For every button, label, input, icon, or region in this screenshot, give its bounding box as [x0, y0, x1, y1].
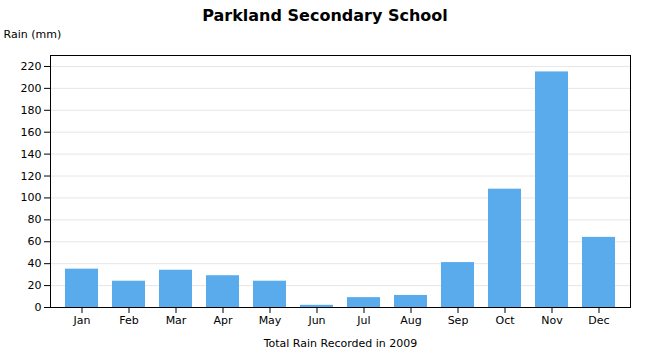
- svg-text:120: 120: [21, 170, 42, 183]
- svg-text:May: May: [259, 314, 282, 327]
- svg-text:Feb: Feb: [119, 314, 138, 327]
- svg-text:Rain (mm): Rain (mm): [4, 28, 62, 41]
- svg-text:0: 0: [35, 301, 42, 314]
- svg-text:20: 20: [28, 279, 42, 292]
- svg-text:Dec: Dec: [588, 314, 609, 327]
- svg-text:Total Rain Recorded in 2009: Total Rain Recorded in 2009: [263, 337, 418, 350]
- svg-text:100: 100: [21, 191, 42, 204]
- svg-text:80: 80: [28, 213, 42, 226]
- svg-text:140: 140: [21, 148, 42, 161]
- svg-text:Jan: Jan: [73, 314, 91, 327]
- svg-text:200: 200: [21, 82, 42, 95]
- html-text:Parkland Secondary School: Parkland Secondary School: [202, 6, 448, 25]
- svg-text:Jun: Jun: [307, 314, 325, 327]
- svg-text:Mar: Mar: [166, 314, 187, 327]
- svg-text:Nov: Nov: [541, 314, 563, 327]
- svg-text:Jul: Jul: [356, 314, 370, 327]
- svg-text:Sep: Sep: [448, 314, 469, 327]
- svg-text:180: 180: [21, 104, 42, 117]
- svg-text:60: 60: [28, 235, 42, 248]
- svg-text:220: 220: [21, 60, 42, 73]
- svg-text:40: 40: [28, 257, 42, 270]
- svg-text:160: 160: [21, 126, 42, 139]
- svg-text:Apr: Apr: [213, 314, 233, 327]
- svg-text:Aug: Aug: [400, 314, 421, 327]
- svg-text:Oct: Oct: [495, 314, 515, 327]
